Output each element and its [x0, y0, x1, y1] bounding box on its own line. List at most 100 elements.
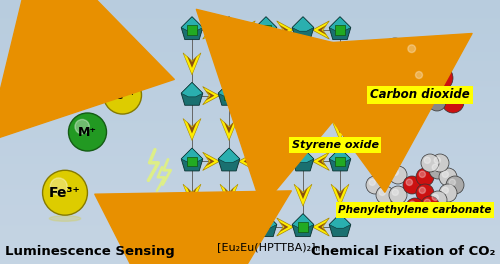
Bar: [0, 16, 500, 17]
Polygon shape: [329, 17, 351, 40]
Bar: [0, 218, 500, 219]
Polygon shape: [218, 17, 240, 40]
Bar: [0, 70, 500, 71]
Bar: [0, 71, 500, 72]
Bar: [0, 13, 500, 14]
Polygon shape: [292, 82, 314, 105]
Bar: [0, 262, 500, 263]
Circle shape: [68, 113, 106, 151]
Bar: [0, 7, 500, 8]
Bar: [0, 119, 500, 120]
Bar: [0, 216, 500, 217]
Bar: [0, 137, 500, 138]
Bar: [0, 84, 500, 85]
Bar: [0, 109, 500, 110]
Bar: [0, 201, 500, 202]
Bar: [0, 112, 500, 113]
Bar: [0, 42, 500, 43]
Circle shape: [368, 119, 372, 123]
Bar: [0, 92, 500, 93]
Bar: [0, 206, 500, 207]
Bar: [0, 139, 500, 140]
Circle shape: [104, 76, 142, 114]
Bar: [0, 104, 500, 105]
Bar: [0, 217, 500, 218]
Circle shape: [416, 72, 422, 78]
Text: M⁺: M⁺: [78, 125, 97, 139]
Bar: [0, 176, 500, 177]
Polygon shape: [220, 119, 238, 140]
Polygon shape: [261, 56, 271, 68]
Circle shape: [366, 134, 370, 139]
Polygon shape: [331, 53, 349, 75]
Circle shape: [353, 124, 367, 138]
Bar: [0, 173, 500, 174]
Bar: [0, 43, 500, 44]
Polygon shape: [238, 21, 256, 39]
Bar: [0, 161, 500, 162]
Bar: [0, 259, 500, 260]
Bar: [0, 69, 500, 70]
Polygon shape: [183, 184, 201, 206]
Bar: [0, 24, 500, 25]
Circle shape: [363, 84, 377, 98]
Circle shape: [413, 95, 420, 102]
Bar: [0, 177, 500, 178]
Bar: [0, 0, 500, 1]
Bar: [0, 100, 500, 101]
Circle shape: [419, 171, 426, 177]
Bar: [0, 221, 500, 222]
Bar: [261, 25, 271, 35]
Polygon shape: [298, 56, 308, 68]
Circle shape: [406, 198, 424, 216]
Bar: [0, 132, 500, 133]
Bar: [0, 171, 500, 172]
Bar: [0, 41, 500, 42]
Bar: [0, 160, 500, 161]
Circle shape: [343, 132, 357, 146]
Polygon shape: [202, 152, 220, 171]
Polygon shape: [218, 82, 240, 97]
Bar: [0, 239, 500, 240]
Bar: [0, 154, 500, 155]
Polygon shape: [312, 152, 330, 171]
Polygon shape: [276, 152, 293, 171]
Polygon shape: [280, 25, 288, 35]
Bar: [0, 196, 500, 197]
Bar: [0, 246, 500, 247]
Bar: [0, 27, 500, 28]
Polygon shape: [224, 187, 234, 199]
Circle shape: [386, 43, 396, 53]
Polygon shape: [218, 214, 240, 237]
Bar: [0, 133, 500, 134]
Bar: [0, 168, 500, 169]
Bar: [0, 38, 500, 39]
Circle shape: [356, 110, 360, 115]
Polygon shape: [331, 119, 349, 140]
Bar: [335, 157, 345, 166]
Bar: [0, 35, 500, 36]
Bar: [0, 62, 500, 63]
Circle shape: [424, 199, 430, 205]
Bar: [0, 238, 500, 239]
Bar: [0, 163, 500, 164]
Bar: [0, 91, 500, 92]
Bar: [0, 120, 500, 121]
Bar: [0, 127, 500, 128]
Bar: [187, 157, 197, 166]
Bar: [0, 50, 500, 51]
Bar: [0, 152, 500, 153]
Polygon shape: [255, 17, 277, 31]
Bar: [0, 213, 500, 214]
Bar: [0, 181, 500, 182]
Bar: [0, 205, 500, 206]
Bar: [0, 164, 500, 165]
Bar: [0, 141, 500, 142]
Polygon shape: [183, 119, 201, 140]
Bar: [0, 28, 500, 29]
Bar: [0, 58, 500, 59]
Polygon shape: [329, 148, 351, 163]
Polygon shape: [181, 214, 203, 237]
Bar: [0, 53, 500, 54]
Text: [Eu₂Eu(HPTTBA)₂]ₙ: [Eu₂Eu(HPTTBA)₂]ₙ: [216, 242, 320, 252]
